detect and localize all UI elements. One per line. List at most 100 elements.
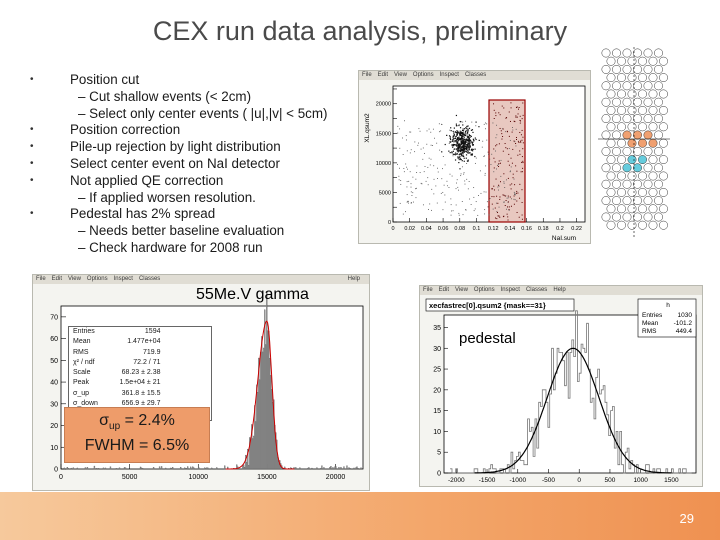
scatter-point [457,157,459,159]
pedestal-menu-item[interactable]: Help [553,287,566,293]
scatter-point [472,141,474,143]
scatter-point-cut [521,156,523,158]
scatter-point [466,136,469,138]
scatter-point [454,140,456,142]
scatter-point [410,149,412,151]
scatter-point [462,151,464,153]
pmt-cell [633,196,642,206]
scatter-point [460,146,462,148]
scatter-menu-item[interactable]: Classes [464,72,487,78]
scatter-point-cut [516,200,518,202]
sub-bullet-item: – Needs better baseline evaluation [36,223,356,240]
scatter-point [424,166,426,167]
pmt-cell [601,146,611,156]
gamma-help-menu[interactable]: Help [347,276,360,282]
scatter-point-cut [508,135,510,137]
pedestal-menu-item[interactable]: Inspect [500,287,520,293]
bullet-text: Select center event on NaI detector [70,155,280,171]
scatter-point [403,168,405,169]
pmt-cell [601,114,611,124]
pmt-cell [633,179,642,189]
stats-key: Mean [73,338,91,346]
scatter-point-cut [502,128,504,130]
scatter-point [400,180,402,182]
scatter-menu-item[interactable]: Inspect [439,72,459,78]
pmt-cell [606,204,616,214]
gamma-menu-item[interactable]: Inspect [113,276,133,282]
gamma-xtick-label: 5000 [122,474,138,481]
scatter-point [490,164,492,165]
scatter-menu-item[interactable]: View [394,72,407,78]
scatter-point [459,146,461,148]
scatter-point-cut [498,160,500,162]
pedestal-menu-item[interactable]: Edit [438,287,450,293]
stats-key: Entries [73,328,95,335]
scatter-point [505,131,507,133]
scatter-menu-item[interactable]: Options [412,72,434,78]
stats-key: σ_up [73,389,89,397]
gamma-menu-item[interactable]: Classes [138,276,161,282]
pmt-cell [606,155,616,165]
pmt-cell [643,146,653,156]
scatter-menu-item[interactable]: Edit [377,72,389,78]
scatter-point [449,137,451,139]
scatter-point [467,152,469,154]
pmt-cell [622,48,632,58]
scatter-point [459,134,461,137]
scatter-point [492,122,494,124]
pmt-cell [627,73,637,83]
gamma-menu-item[interactable]: File [36,276,46,282]
scatter-point [466,163,468,164]
pedestal-menu-item[interactable]: File [423,287,433,293]
pmt-cell [617,138,626,148]
scatter-point [504,187,506,188]
gamma-menu-item[interactable]: View [68,276,81,282]
scatter-point [463,172,465,174]
scatter-point [464,148,466,151]
gamma-menu-item[interactable]: Edit [51,276,63,282]
gamma-bin [267,330,269,470]
scatter-point-cut [521,129,523,131]
scatter-point-cut [519,197,521,199]
scatter-point [495,150,496,152]
scatter-point [405,135,407,137]
scatter-point [459,120,461,123]
scatter-point-cut [516,116,518,118]
scatter-point-cut [495,115,497,117]
pmt-cell [612,212,621,222]
scatter-point [507,201,509,203]
pmt-cell [659,56,668,66]
scatter-point [459,150,461,152]
pedestal-menu-item[interactable]: View [455,287,468,293]
scatter-point [462,124,464,126]
gamma-bin [335,466,337,470]
scatter-point [462,132,464,134]
scatter-point [440,192,442,194]
pmt-cell [617,56,626,66]
scatter-point [462,137,464,139]
scatter-point [467,145,469,147]
pedestal-menu-item[interactable]: Classes [525,287,548,293]
scatter-point [460,147,462,149]
scatter-menu-item[interactable]: File [362,72,372,78]
gamma-bin [86,467,89,470]
gamma-menubar: File Edit View Options Inspect Classes Help [33,275,369,284]
scatter-point [472,143,474,146]
pmt-cell [612,97,621,107]
pmt-cell [643,196,653,206]
pedestal-menu-item[interactable]: Options [473,287,495,293]
scatter-point [462,134,464,136]
scatter-point [462,153,464,155]
scatter-point-cut [512,173,514,175]
scatter-point-cut [511,131,513,133]
scatter-point [463,151,465,153]
gamma-bin [272,402,274,470]
pmt-cell [648,105,658,115]
scatter-point [428,157,430,159]
scatter-point-cut [521,139,523,141]
pmt-cell [659,105,668,115]
scatter-point [466,135,468,137]
gamma-menu-item[interactable]: Options [86,276,108,282]
bullet-item: • Position cut [30,72,356,89]
scatter-point-cut [516,170,518,172]
